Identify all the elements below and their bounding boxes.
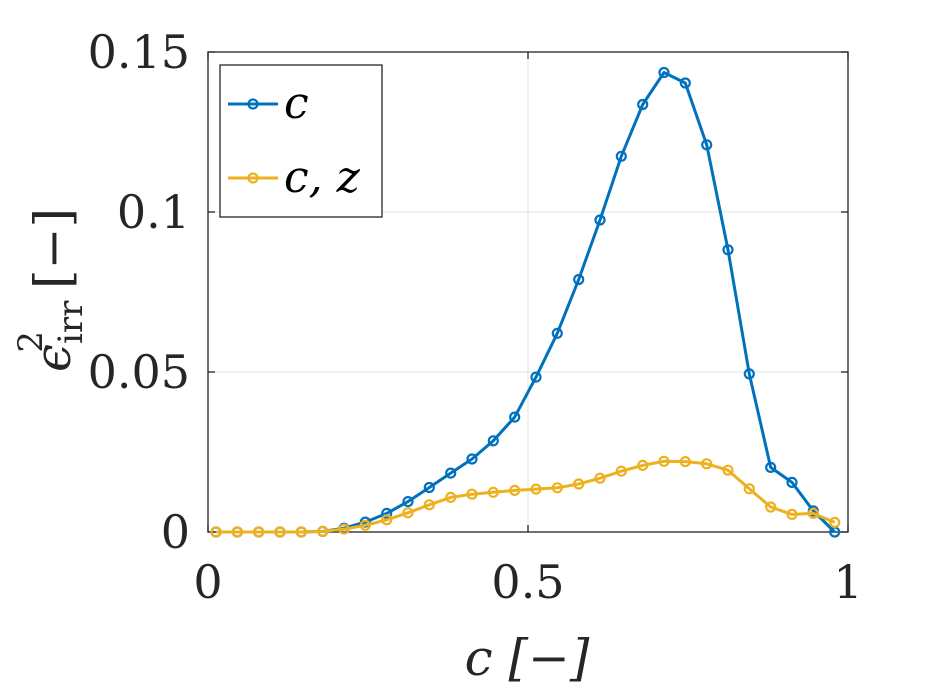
data-point: [487, 435, 499, 447]
series-layer: [210, 66, 841, 538]
data-point: [445, 467, 457, 479]
data-point: [295, 526, 307, 538]
data-point: [210, 526, 222, 538]
y-tick-labels: 0 0.05 0.1 0.15: [88, 25, 190, 559]
y-tick-label: 0.15: [88, 25, 190, 79]
data-point: [487, 486, 499, 498]
data-point: [765, 501, 777, 513]
data-point: [701, 458, 713, 470]
series-c-z: [210, 455, 841, 538]
data-point: [509, 484, 521, 496]
data-point: [786, 508, 798, 521]
y-axis-unit: [−]: [24, 208, 82, 289]
data-point: [765, 461, 777, 473]
data-point: [530, 371, 542, 383]
data-point: [786, 476, 798, 488]
data-point: [402, 496, 414, 508]
data-point: [402, 507, 414, 519]
y-tick-label: 0.05: [88, 345, 190, 399]
data-point: [231, 526, 243, 538]
x-tick-label: 1: [833, 555, 862, 609]
legend-box: [219, 64, 383, 218]
data-point: [615, 465, 627, 477]
data-point: [423, 499, 435, 511]
x-tick-label: 0: [193, 555, 222, 609]
data-point: [637, 459, 649, 471]
y-tick-label: 0.1: [117, 185, 190, 239]
y-axis-subscript: irr: [51, 300, 91, 344]
x-tick-label: 0.5: [491, 555, 564, 609]
data-point: [615, 150, 627, 162]
data-point: [551, 327, 563, 339]
data-point: [530, 483, 542, 495]
data-point: [679, 77, 691, 89]
y-axis-superscript: 2: [11, 331, 51, 353]
data-point: [317, 525, 329, 538]
data-point: [381, 514, 393, 526]
y-axis-label: ϵirr2 [−]: [11, 208, 91, 372]
data-point: [573, 478, 585, 490]
y-tick-label: 0: [161, 505, 190, 559]
data-point: [658, 66, 670, 79]
x-tick-labels: 0 0.5 1: [193, 555, 862, 609]
y-axis-symbol: ϵ: [24, 344, 82, 372]
svg-text:c: c: [284, 78, 309, 129]
data-point: [594, 214, 606, 226]
data-point: [338, 523, 350, 535]
data-point: [743, 483, 755, 495]
data-point: [509, 411, 521, 423]
data-point: [829, 516, 841, 529]
data-point: [807, 507, 819, 520]
data-point: [658, 455, 670, 467]
data-point: [381, 507, 393, 520]
svg-text:c, z: c, z: [284, 152, 361, 203]
data-point: [701, 139, 713, 151]
data-point: [551, 482, 563, 494]
data-point: [253, 526, 265, 538]
svg-text:ϵirr2[−]: ϵirr2 [−]: [11, 208, 91, 372]
data-point: [637, 98, 649, 111]
legend: c c, z: [219, 64, 383, 218]
legend-entry-c-z: c, z: [228, 152, 361, 203]
legend-entry-c: c: [228, 78, 309, 129]
data-point: [423, 481, 435, 494]
data-point: [722, 244, 734, 256]
data-point: [743, 368, 755, 380]
data-point: [466, 453, 478, 465]
data-point: [573, 273, 585, 286]
data-point: [594, 472, 606, 484]
data-point: [274, 526, 286, 538]
tick-marks: [207, 51, 849, 533]
data-point: [679, 456, 691, 468]
data-point: [359, 519, 371, 531]
data-point: [466, 488, 478, 500]
series-line: [216, 459, 836, 534]
data-point: [445, 491, 457, 503]
data-point: [722, 464, 734, 476]
x-axis-label: c [−]: [465, 629, 590, 687]
